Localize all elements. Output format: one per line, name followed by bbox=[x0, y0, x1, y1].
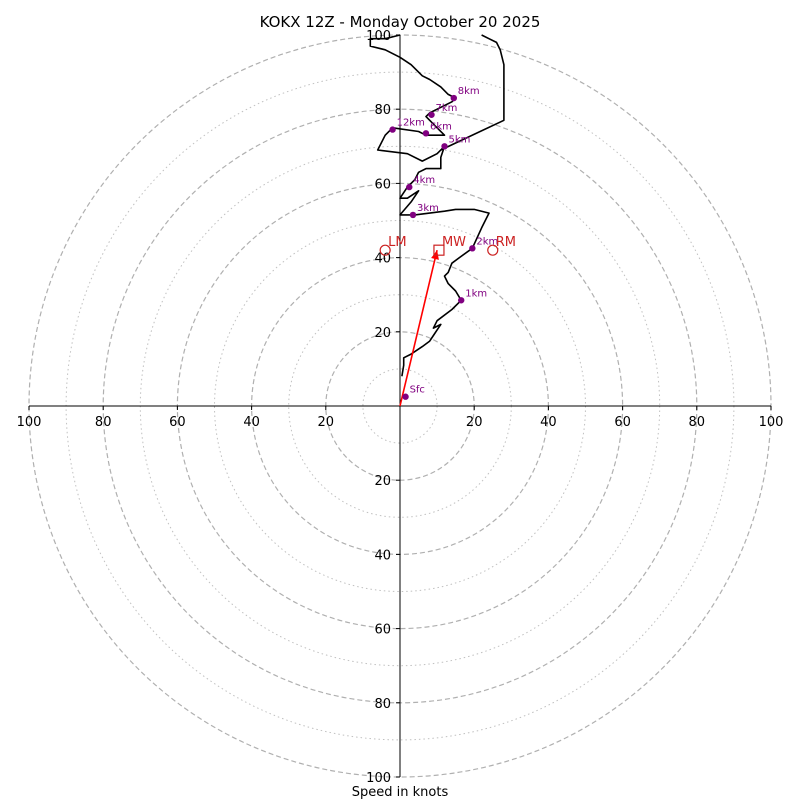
x-tick-label: 100 bbox=[759, 415, 784, 430]
storm-vector-line bbox=[399, 249, 438, 407]
height-label-3km: 3km bbox=[417, 203, 439, 214]
x-tick-label: 80 bbox=[689, 415, 706, 430]
x-tick-label: 100 bbox=[17, 415, 42, 430]
height-marker-7km bbox=[428, 111, 435, 118]
height-label-sfc: Sfc bbox=[410, 385, 425, 396]
y-tick-label: 100 bbox=[366, 29, 391, 44]
storm-marker-mw bbox=[433, 244, 445, 256]
height-marker-2km bbox=[469, 245, 476, 252]
storm-marker-rm bbox=[487, 244, 499, 256]
storm-label-lm: LM bbox=[388, 235, 406, 250]
height-marker-8km bbox=[450, 94, 457, 102]
height-label-2km: 2km bbox=[476, 236, 498, 247]
storm-marker-lm bbox=[379, 244, 391, 256]
x-tick-label: 40 bbox=[540, 415, 557, 430]
x-tick-label: 20 bbox=[466, 415, 483, 430]
height-label-7km: 7km bbox=[436, 103, 458, 114]
x-tick-label: 60 bbox=[614, 415, 631, 430]
y-tick-label: 60 bbox=[374, 177, 391, 192]
wind-trace-upper bbox=[440, 34, 505, 151]
hodograph-traces bbox=[369, 34, 505, 377]
y-tick-label: 40 bbox=[374, 548, 391, 563]
y-tick-label: 20 bbox=[374, 474, 391, 489]
height-label-6km: 6km bbox=[430, 121, 452, 132]
y-tick-label: 100 bbox=[366, 771, 391, 786]
x-tick-label: 80 bbox=[95, 415, 112, 430]
height-marker-6km bbox=[422, 130, 430, 137]
x-axis-label: Speed in knots bbox=[352, 785, 449, 800]
height-label-1km: 1km bbox=[465, 288, 487, 299]
height-label-8km: 8km bbox=[458, 86, 480, 97]
chart-title: KOKX 12Z - Monday October 20 2025 bbox=[260, 13, 541, 31]
storm-label-mw: MW bbox=[442, 235, 466, 250]
storm-motion-markers: LM MW RM bbox=[379, 235, 516, 256]
height-marker-4km bbox=[406, 183, 413, 191]
y-tick-label: 60 bbox=[374, 623, 391, 638]
height-label-12km: 12km bbox=[397, 118, 425, 129]
y-tick-label: 80 bbox=[374, 103, 391, 118]
height-marker-sfc bbox=[402, 393, 409, 400]
y-tick-label: 20 bbox=[374, 326, 391, 341]
height-label-5km: 5km bbox=[449, 134, 471, 145]
tick-labels: 100 80 60 40 20 20 40 60 80 100100806040202040608… bbox=[17, 29, 784, 786]
height-marker-5km bbox=[441, 143, 448, 150]
x-tick-label: 40 bbox=[243, 415, 260, 430]
height-label-4km: 4km bbox=[413, 175, 435, 186]
height-marker-1km bbox=[458, 297, 465, 304]
height-marker-12km bbox=[389, 126, 396, 133]
y-tick-label: 80 bbox=[374, 697, 391, 712]
storm-label-rm: RM bbox=[496, 235, 516, 250]
x-tick-label: 20 bbox=[318, 415, 335, 430]
wind-trace bbox=[369, 34, 490, 377]
x-tick-label: 60 bbox=[169, 415, 186, 430]
height-marker-3km bbox=[409, 211, 417, 219]
